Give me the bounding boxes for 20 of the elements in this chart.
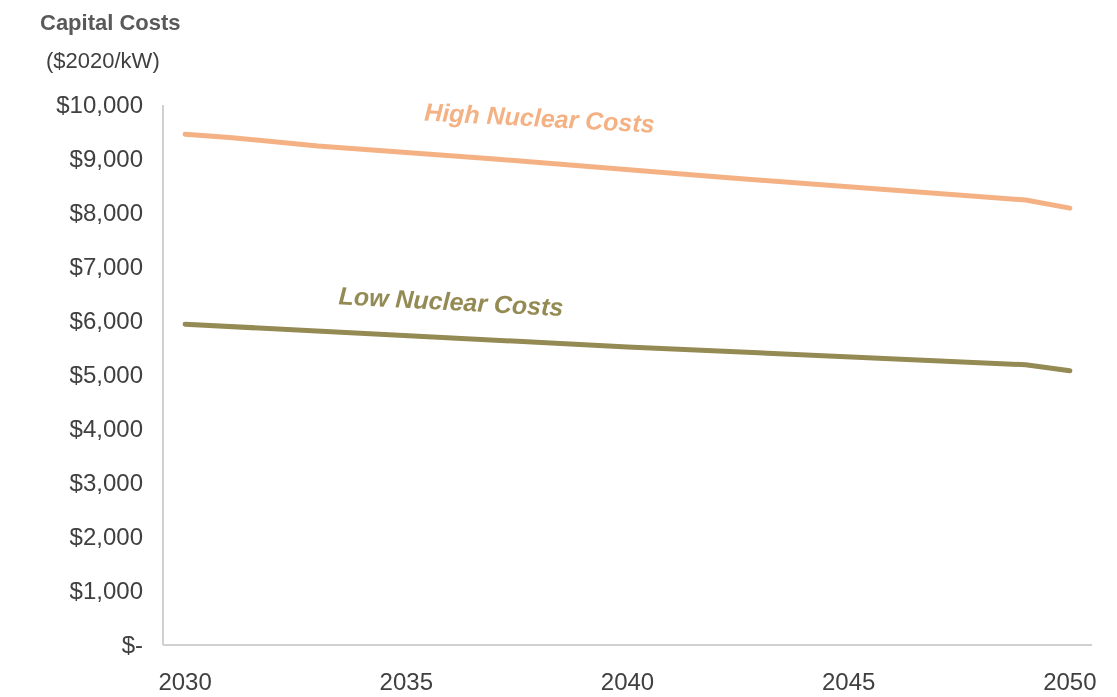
y-tick-label: $7,000 (69, 253, 143, 281)
x-tick-label: 2040 (600, 668, 655, 695)
x-tick-label: 2030 (158, 668, 212, 695)
y-tick-label: $2,000 (69, 523, 143, 551)
series-label: High Nuclear Costs (423, 97, 656, 138)
y-tick-label: $5,000 (69, 361, 143, 389)
chart-title: Capital Costs (40, 10, 181, 35)
x-tick-label: 2045 (822, 668, 876, 695)
y-axis-title: ($2020/kW) (46, 48, 160, 73)
y-tick-label: $4,000 (69, 415, 143, 443)
series-label: Low Nuclear Costs (337, 281, 565, 322)
y-tick-label: $- (121, 631, 143, 659)
y-tick-label: $10,000 (56, 91, 143, 119)
x-tick-label: 2050 (1043, 668, 1097, 695)
y-tick-label: $6,000 (69, 307, 143, 335)
y-tick-label: $9,000 (69, 145, 143, 173)
y-tick-label: $1,000 (69, 577, 143, 605)
x-tick-label: 2035 (379, 668, 433, 695)
y-tick-label: $8,000 (69, 199, 143, 227)
y-tick-label: $3,000 (69, 469, 143, 497)
